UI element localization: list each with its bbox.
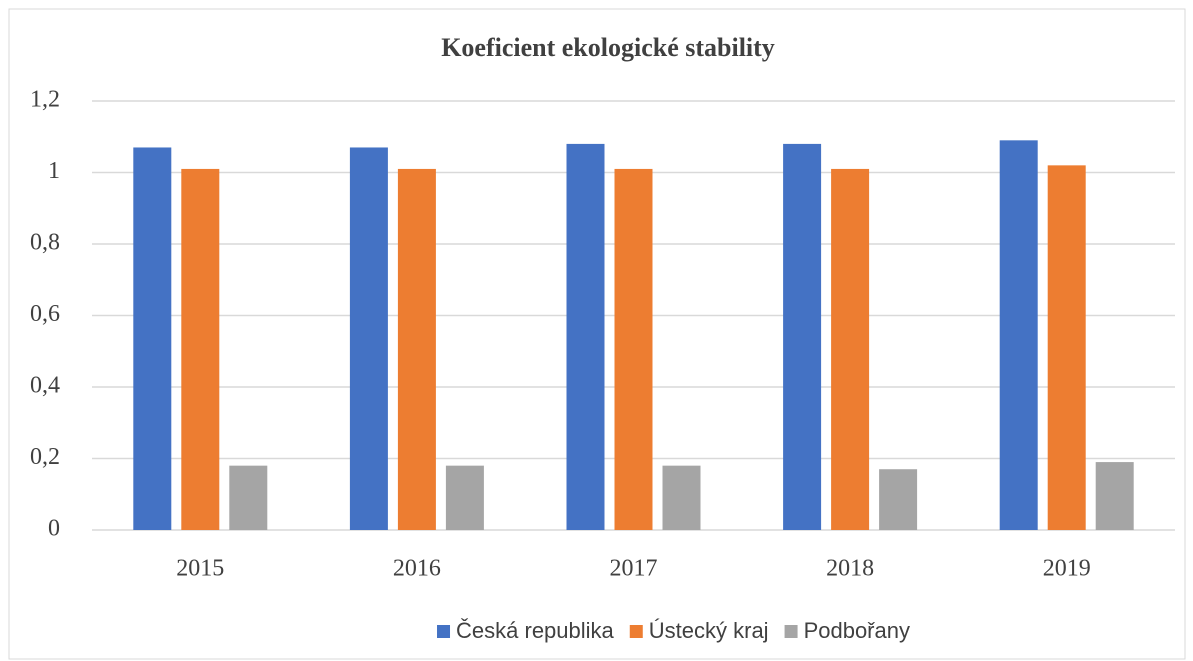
y-tick-label: 0,4 bbox=[30, 373, 60, 399]
bar bbox=[831, 168, 870, 531]
bar bbox=[1047, 165, 1086, 530]
legend-label: Ústecký kraj bbox=[649, 618, 769, 643]
bar bbox=[133, 147, 172, 530]
bar bbox=[397, 168, 436, 531]
x-tick-label: 2018 bbox=[826, 556, 874, 582]
legend-swatch bbox=[437, 625, 451, 638]
legend-swatch bbox=[784, 625, 798, 638]
bar bbox=[783, 143, 822, 530]
legend-label: Česká republika bbox=[456, 618, 615, 643]
x-tick-label: 2016 bbox=[393, 556, 441, 582]
bar bbox=[349, 147, 388, 530]
y-tick-label: 1,2 bbox=[30, 87, 60, 113]
y-tick-label: 1 bbox=[48, 158, 60, 184]
x-tick-label: 2017 bbox=[610, 556, 658, 582]
chart-title: Koeficient ekologické stability bbox=[441, 33, 775, 62]
bar bbox=[662, 465, 701, 530]
bar bbox=[1095, 462, 1134, 530]
y-tick-label: 0,6 bbox=[30, 301, 60, 327]
bar bbox=[999, 140, 1038, 530]
bar bbox=[229, 465, 268, 530]
bar bbox=[879, 469, 918, 530]
y-tick-label: 0,8 bbox=[30, 230, 60, 256]
bar bbox=[614, 168, 653, 531]
y-tick-label: 0 bbox=[48, 516, 60, 542]
bar bbox=[566, 143, 605, 530]
legend-swatch bbox=[629, 625, 643, 638]
y-tick-label: 0,2 bbox=[30, 444, 60, 470]
legend-label: Podbořany bbox=[804, 618, 910, 643]
x-tick-label: 2019 bbox=[1043, 556, 1091, 582]
bar bbox=[181, 168, 220, 531]
bar bbox=[445, 465, 484, 530]
x-tick-label: 2015 bbox=[176, 556, 224, 582]
